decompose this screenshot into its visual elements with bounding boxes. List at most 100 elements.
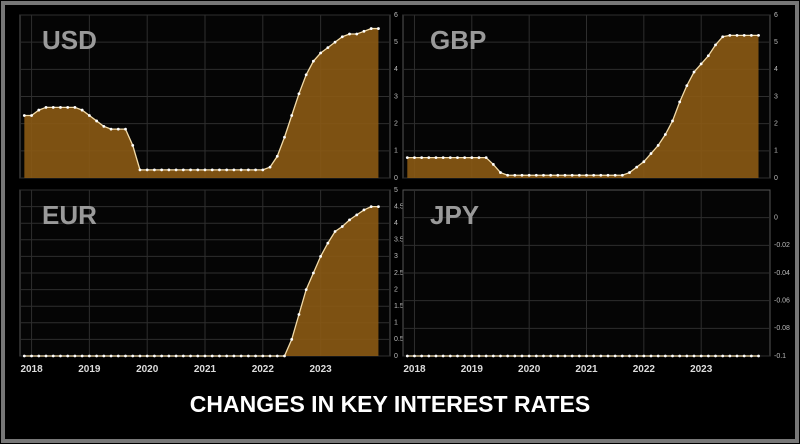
point — [506, 173, 510, 177]
point — [66, 105, 70, 109]
point — [570, 173, 574, 177]
point — [649, 152, 653, 155]
point — [685, 354, 689, 358]
point — [283, 135, 286, 139]
point — [268, 165, 272, 169]
point — [649, 354, 653, 358]
point — [73, 354, 77, 358]
point — [268, 354, 272, 358]
point — [116, 127, 120, 131]
point — [520, 173, 524, 177]
panel-title: EUR — [42, 200, 97, 230]
y-tick-label: 4.5 — [394, 203, 404, 210]
point — [692, 70, 696, 74]
point — [210, 354, 214, 358]
point — [484, 354, 488, 358]
point — [620, 354, 624, 358]
point — [95, 354, 99, 358]
point — [362, 29, 366, 33]
point — [534, 173, 538, 177]
point — [189, 168, 192, 172]
y-tick-label: -0.04 — [774, 270, 790, 277]
point — [304, 288, 308, 291]
x-tick-label: 2022 — [633, 364, 656, 375]
point — [37, 354, 41, 358]
point — [463, 354, 467, 358]
y-tick-label: 2 — [394, 286, 398, 293]
point — [420, 156, 424, 160]
point — [757, 354, 760, 358]
point — [463, 156, 467, 160]
point — [355, 32, 359, 36]
point — [362, 208, 366, 212]
point — [30, 354, 33, 358]
x-tick-label: 2023 — [690, 364, 713, 375]
x-tick-label: 2019 — [461, 364, 484, 375]
point — [470, 156, 474, 160]
point — [369, 205, 373, 209]
point — [196, 168, 200, 172]
point — [534, 354, 538, 358]
point — [735, 33, 739, 37]
point — [124, 127, 127, 131]
point — [73, 105, 77, 109]
point — [635, 165, 639, 169]
point — [671, 119, 674, 123]
point — [628, 171, 631, 174]
point — [642, 354, 646, 358]
point — [348, 218, 351, 222]
point — [377, 27, 380, 30]
line — [24, 27, 379, 171]
y-tick-label: 5 — [394, 39, 398, 46]
point — [585, 173, 588, 177]
point — [542, 354, 545, 358]
point — [167, 354, 171, 358]
point — [448, 156, 452, 160]
point — [261, 168, 265, 172]
point — [109, 127, 113, 131]
point — [556, 354, 560, 358]
point — [232, 168, 236, 172]
point — [477, 354, 481, 358]
point — [124, 354, 127, 358]
y-tick-label: 0.5 — [394, 336, 404, 343]
point — [297, 313, 301, 316]
point — [699, 62, 703, 66]
point — [427, 354, 431, 358]
point — [577, 173, 581, 177]
point — [239, 168, 243, 172]
point — [527, 354, 531, 358]
point — [714, 43, 717, 47]
point — [95, 119, 99, 123]
point — [59, 105, 62, 109]
point — [563, 173, 567, 177]
point — [678, 100, 682, 104]
area — [24, 28, 379, 179]
point — [160, 354, 164, 358]
point — [311, 271, 315, 275]
y-tick-label: -0.06 — [774, 298, 790, 305]
point — [599, 173, 603, 177]
point — [290, 338, 294, 341]
point — [599, 354, 603, 358]
point — [721, 35, 725, 39]
point — [706, 54, 710, 58]
point — [427, 156, 431, 160]
point — [333, 230, 337, 233]
point — [326, 46, 330, 49]
y-tick-label: 4 — [774, 66, 778, 73]
point — [420, 354, 424, 358]
point — [678, 354, 682, 358]
point — [721, 354, 725, 358]
point — [297, 92, 301, 96]
area — [24, 206, 379, 356]
point — [51, 354, 55, 358]
point — [261, 354, 265, 358]
point — [513, 173, 517, 177]
point — [340, 225, 344, 228]
point — [355, 213, 359, 217]
point — [441, 156, 445, 160]
point — [181, 354, 185, 358]
x-tick-label: 2022 — [252, 364, 275, 375]
point — [131, 144, 135, 147]
